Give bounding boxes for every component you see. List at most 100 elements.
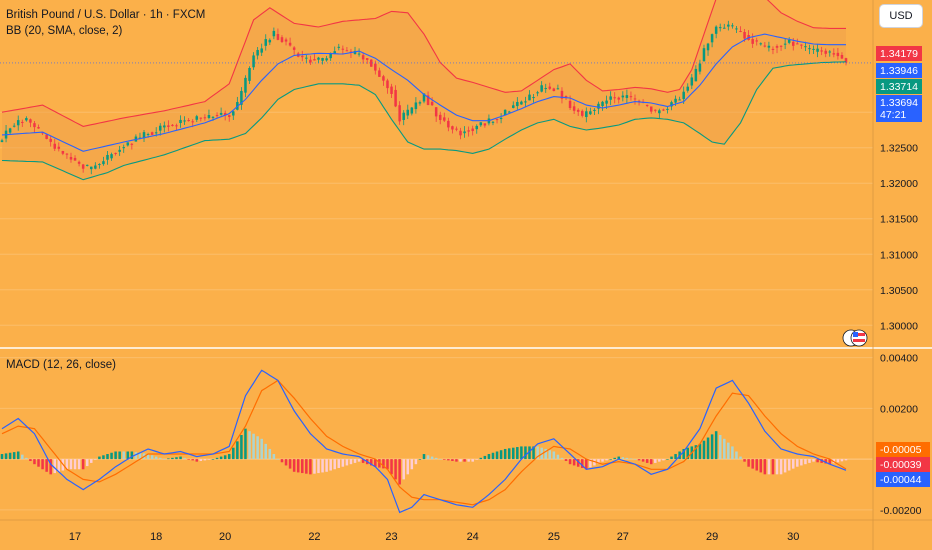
macd-hist-bar-47 (191, 459, 194, 461)
macd-hist-bar-69 (280, 459, 284, 463)
macd-hist-bar-62 (252, 433, 255, 460)
macd-hist-bar-78 (317, 459, 320, 474)
candle-23 (94, 162, 97, 170)
candle-95 (386, 78, 389, 94)
candle-43 (175, 123, 178, 131)
candle-187 (759, 42, 763, 46)
macd-indicator-title[interactable]: MACD (12, 26, close) (6, 359, 116, 371)
candle-53 (215, 112, 219, 119)
candle-body-149 (605, 100, 608, 104)
macd-hist-bar-48 (195, 459, 199, 462)
candle-body-162 (658, 110, 661, 114)
candle-body-51 (207, 115, 211, 118)
currency-button[interactable]: USD (879, 4, 923, 28)
candle-body-46 (187, 120, 190, 122)
candle-134 (544, 83, 547, 93)
macd-hist-bar-117 (475, 459, 479, 460)
candle-body-130 (528, 94, 531, 101)
candle-175 (710, 33, 714, 48)
macd-hist-bar-137 (556, 454, 560, 460)
economic-event-flag-icon[interactable] (842, 329, 868, 347)
candle-body-205 (832, 53, 836, 55)
candle-68 (276, 28, 280, 41)
macd-hist-bar-76 (309, 459, 312, 475)
macd-tick-label-2: -0.00200 (880, 505, 922, 517)
badge-macd-b-text: -0.00039 (880, 459, 922, 471)
candle-body-153 (621, 95, 625, 98)
candle-82 (333, 46, 336, 55)
macd-hist-bar-70 (284, 459, 288, 466)
macd-hist-bar-101 (410, 459, 414, 470)
symbol-title[interactable]: British Pound / U.S. Dollar · 1h · FXCM (6, 9, 205, 21)
candle-135 (548, 82, 552, 91)
macd-hist-bar-92 (374, 459, 377, 467)
candle-25 (102, 156, 105, 166)
candle-body-201 (816, 48, 819, 52)
time-tick-label-5: 24 (467, 531, 479, 543)
macd-hist-bar-79 (321, 459, 324, 473)
candle-body-47 (191, 121, 194, 123)
candle-body-83 (337, 46, 341, 48)
candle-body-113 (459, 130, 462, 136)
macd-hist-bar-106 (430, 456, 434, 460)
candle-85 (345, 47, 349, 52)
macd-hist-bar-7 (29, 459, 32, 462)
macd-hist-bar-162 (658, 459, 661, 462)
macd-hist-bar-80 (325, 459, 328, 472)
candle-body-171 (694, 68, 698, 82)
macd-hist-bar-36 (146, 454, 150, 460)
candle-98 (398, 101, 401, 125)
badge-macd-signal: -0.00039 (876, 457, 930, 472)
candle-172 (698, 59, 702, 75)
macd-hist-bar-184 (747, 459, 750, 467)
macd-hist-bar-10 (41, 459, 44, 470)
macd-hist-bar-96 (390, 459, 393, 475)
macd-axis[interactable]: 0.00400 0.00200 -0.00200 (880, 353, 922, 517)
macd-hist-bar-6 (25, 457, 28, 460)
candle-169 (686, 83, 690, 93)
candle-174 (706, 42, 710, 56)
badge-bb-upper-text: 1.34179 (880, 48, 918, 60)
candle-body-109 (443, 117, 446, 121)
candle-body-23 (94, 165, 97, 169)
candle-body-133 (540, 85, 543, 92)
candle-103 (418, 100, 422, 106)
candle-body-122 (495, 119, 499, 121)
candle-65 (264, 34, 268, 51)
candle-body-135 (548, 86, 552, 89)
macd-hist-bar-28 (114, 451, 117, 460)
candle-body-50 (203, 117, 207, 119)
macd-hist-bar-159 (645, 459, 649, 463)
candle-body-71 (288, 42, 292, 46)
bb-indicator-title[interactable]: BB (20, SMA, close, 2) (6, 25, 122, 37)
time-axis[interactable]: 17 18 20 22 23 24 25 27 29 30 (69, 531, 799, 543)
macd-hist-bar-58 (236, 441, 239, 460)
candle-body-138 (560, 90, 564, 99)
candle-110 (447, 117, 450, 132)
candle-body-136 (552, 88, 556, 91)
candle-body-200 (812, 48, 815, 50)
candles-layer[interactable] (0, 20, 848, 175)
macd-hist-bar-125 (507, 448, 511, 460)
badge-bb-lower: 1.33714 (876, 79, 922, 94)
candle-74 (301, 50, 304, 62)
candle-body-64 (260, 48, 263, 53)
candle-145 (589, 107, 592, 116)
candle-body-173 (702, 48, 706, 62)
candle-body-56 (227, 115, 231, 117)
candle-37 (150, 131, 154, 136)
candle-7 (29, 118, 32, 128)
candle-body-9 (37, 127, 40, 129)
candle-body-44 (179, 119, 182, 124)
candle-body-79 (321, 57, 324, 61)
candle-body-29 (118, 149, 121, 152)
candle-body-150 (609, 96, 612, 100)
bb-fill-layer (2, 0, 846, 180)
bb-basis-line (1, 33, 846, 152)
candle-body-139 (564, 96, 568, 98)
candle-89 (361, 52, 365, 64)
macd-hist-bar-42 (171, 457, 174, 460)
candle-27 (110, 152, 113, 161)
price-tick-label-6: 1.30000 (880, 320, 918, 332)
candle-body-53 (215, 115, 219, 117)
